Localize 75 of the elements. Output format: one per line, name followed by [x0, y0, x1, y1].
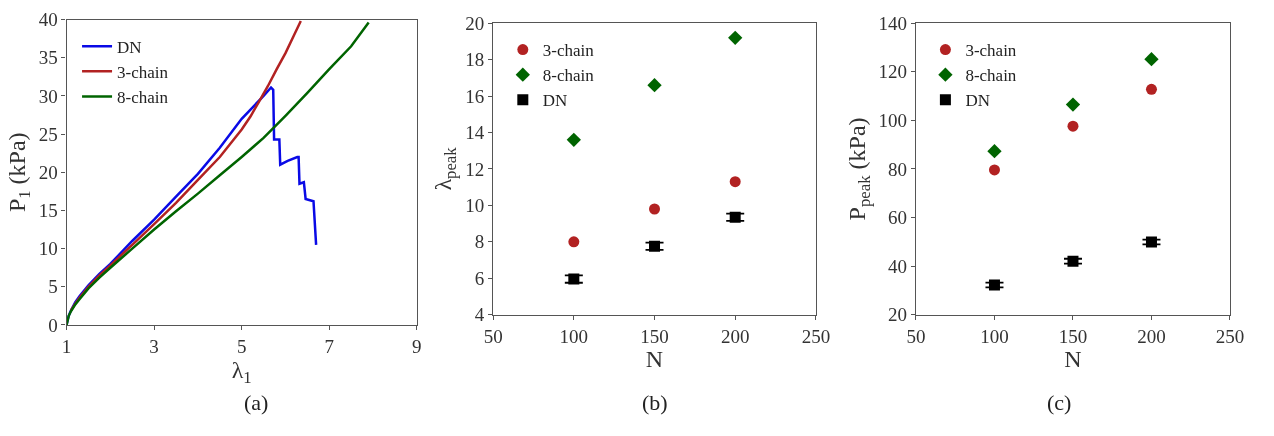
point: [1145, 83, 1157, 95]
y-tick-label: 0: [48, 314, 58, 336]
y-tick-label: 80: [888, 158, 908, 180]
y-tick-label: 16: [465, 85, 485, 107]
legend-label: 3-chain: [117, 62, 169, 82]
y-tick-label: 40: [888, 255, 908, 277]
point: [729, 211, 741, 223]
point: [568, 236, 580, 248]
x-tick-label: 9: [412, 335, 422, 357]
x-tick-label: 250: [1215, 325, 1245, 347]
y-tick-label: 60: [888, 207, 908, 229]
legend-label: 8-chain: [117, 88, 169, 108]
legend-label: DN: [117, 37, 142, 57]
y-tick-label: 10: [38, 238, 58, 260]
line-series: [66, 21, 370, 325]
y-tick-label: 120: [878, 61, 908, 83]
x-tick-label: 200: [1137, 325, 1166, 347]
x-tick-label: 150: [1058, 325, 1088, 347]
y-tick-label: 14: [465, 122, 485, 144]
x-tick-label: 200: [720, 325, 750, 347]
y-tick-label: 20: [888, 304, 908, 326]
point: [649, 240, 661, 252]
point: [988, 279, 1000, 291]
point: [568, 273, 580, 285]
y-tick-label: 4: [474, 304, 485, 326]
y-tick-label: 100: [878, 110, 908, 132]
y-tick-label: 10: [465, 195, 485, 217]
point: [1145, 236, 1157, 248]
y-tick-label: 25: [38, 123, 58, 145]
y-tick-label: 8: [474, 231, 485, 253]
legend-label: 3-chain: [965, 41, 1017, 61]
y-tick-label: 20: [465, 12, 485, 34]
point: [728, 30, 743, 45]
y-tick-label: 12: [465, 158, 485, 180]
x-tick-label: 100: [980, 325, 1009, 347]
y-tick-label: 15: [38, 200, 58, 222]
point: [1067, 255, 1079, 267]
point: [647, 78, 662, 93]
x-tick-label: 250: [801, 325, 831, 347]
x-tick-label: 1: [61, 335, 72, 357]
legend-label: DN: [965, 91, 990, 111]
point: [1067, 120, 1079, 132]
x-axis-title: N: [1064, 346, 1082, 373]
y-tick-label: 20: [38, 161, 58, 183]
legend-label: 8-chain: [542, 66, 595, 86]
y-tick-label: 6: [474, 267, 485, 289]
text: (c): [1047, 390, 1072, 415]
legend-label: DN: [542, 91, 568, 111]
y-tick-label: 30: [38, 85, 58, 107]
point: [988, 164, 1000, 176]
x-tick-label: 50: [483, 325, 503, 347]
x-tick-label: 5: [236, 335, 247, 357]
point: [649, 203, 661, 215]
point: [729, 176, 741, 188]
point: [1144, 52, 1159, 67]
text: (a): [244, 390, 269, 415]
line-series: [69, 19, 303, 312]
point: [1065, 97, 1081, 112]
y-tick-label: 5: [48, 276, 58, 298]
y-tick-label: 35: [38, 47, 58, 69]
y-tick-label: 18: [465, 49, 485, 71]
legend-label: 8-chain: [965, 66, 1017, 86]
y-tick-label: 40: [38, 9, 58, 31]
x-axis-title: λ$_{1}$: [231, 356, 252, 387]
x-tick-label: 100: [559, 325, 589, 347]
x-tick-label: 3: [149, 335, 159, 357]
x-tick-label: 50: [906, 325, 926, 347]
text: (b): [642, 390, 668, 415]
y-tick-label: 140: [878, 12, 908, 34]
point: [566, 132, 581, 147]
legend-label: 3-chain: [542, 41, 595, 61]
x-tick-label: 150: [640, 325, 669, 347]
x-axis-title: N: [645, 346, 664, 373]
x-tick-label: 7: [324, 335, 335, 357]
point: [987, 144, 1002, 159]
